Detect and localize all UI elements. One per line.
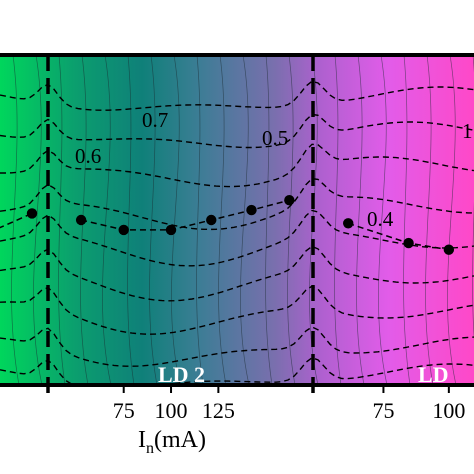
x-axis-title-main: I xyxy=(138,427,146,453)
data-marker xyxy=(284,195,295,206)
contour-line xyxy=(0,143,474,188)
band-line xyxy=(287,55,296,385)
band-line xyxy=(127,55,135,385)
x-axis-ticks: 57510012575100 xyxy=(113,385,465,423)
band-line xyxy=(378,55,388,385)
data-markers xyxy=(0,195,455,255)
heatmap-background xyxy=(0,55,474,385)
contour-line xyxy=(0,80,474,111)
band-line xyxy=(218,55,227,385)
contour-lines xyxy=(0,80,474,385)
contour-line xyxy=(0,245,474,302)
band-line xyxy=(196,55,204,385)
marker-series-line xyxy=(80,199,290,231)
band-line xyxy=(149,55,158,385)
x-axis-title: In(mA) xyxy=(138,427,206,457)
contour-label: 0.5 xyxy=(262,126,288,150)
data-marker xyxy=(118,224,129,236)
data-marker xyxy=(26,208,38,219)
data-marker xyxy=(206,214,217,226)
band-line xyxy=(102,55,112,385)
band-line xyxy=(33,55,43,385)
data-marker xyxy=(165,224,177,236)
band-line xyxy=(403,55,411,385)
contour-labels: 0.7 0.6 0.5 0.4 1 xyxy=(75,108,473,231)
band-line xyxy=(240,55,250,385)
region-label: LD 2 xyxy=(158,362,205,387)
data-marker xyxy=(443,244,455,255)
band-line xyxy=(265,55,273,385)
segment-dividers xyxy=(46,55,315,399)
x-axis-title-sub: n xyxy=(146,440,154,457)
band-line xyxy=(425,55,434,385)
x-tick-label: 100 xyxy=(155,398,188,423)
band-line xyxy=(447,55,457,385)
region-label: LD xyxy=(418,362,449,387)
plot-area: 0.7 0.6 0.5 0.4 1 LD 2 LD xyxy=(0,55,474,387)
data-marker xyxy=(343,218,354,229)
x-tick-label: 75 xyxy=(372,398,394,423)
x-tick-label: 125 xyxy=(202,398,235,423)
x-tick-label: 100 xyxy=(432,398,465,423)
plot-frame xyxy=(0,53,474,387)
contour-line xyxy=(0,177,474,231)
contour-label: 1 xyxy=(462,119,473,143)
band-line xyxy=(171,55,181,385)
x-axis-title-unit: (mA) xyxy=(154,427,206,453)
data-marker xyxy=(403,237,414,249)
data-marker xyxy=(75,214,87,226)
band-line xyxy=(334,55,342,385)
contour-label: 0.6 xyxy=(75,144,101,168)
contour-label: 0.4 xyxy=(367,207,394,231)
contour-line xyxy=(0,113,474,149)
contour-line xyxy=(0,326,474,367)
x-tick-label: 75 xyxy=(113,398,135,423)
contour-label: 0.7 xyxy=(142,108,168,132)
region-labels: LD 2 LD xyxy=(158,362,449,387)
data-marker xyxy=(246,204,257,216)
contour-line xyxy=(0,357,474,385)
contour-line xyxy=(0,209,474,267)
band-line xyxy=(11,55,20,385)
